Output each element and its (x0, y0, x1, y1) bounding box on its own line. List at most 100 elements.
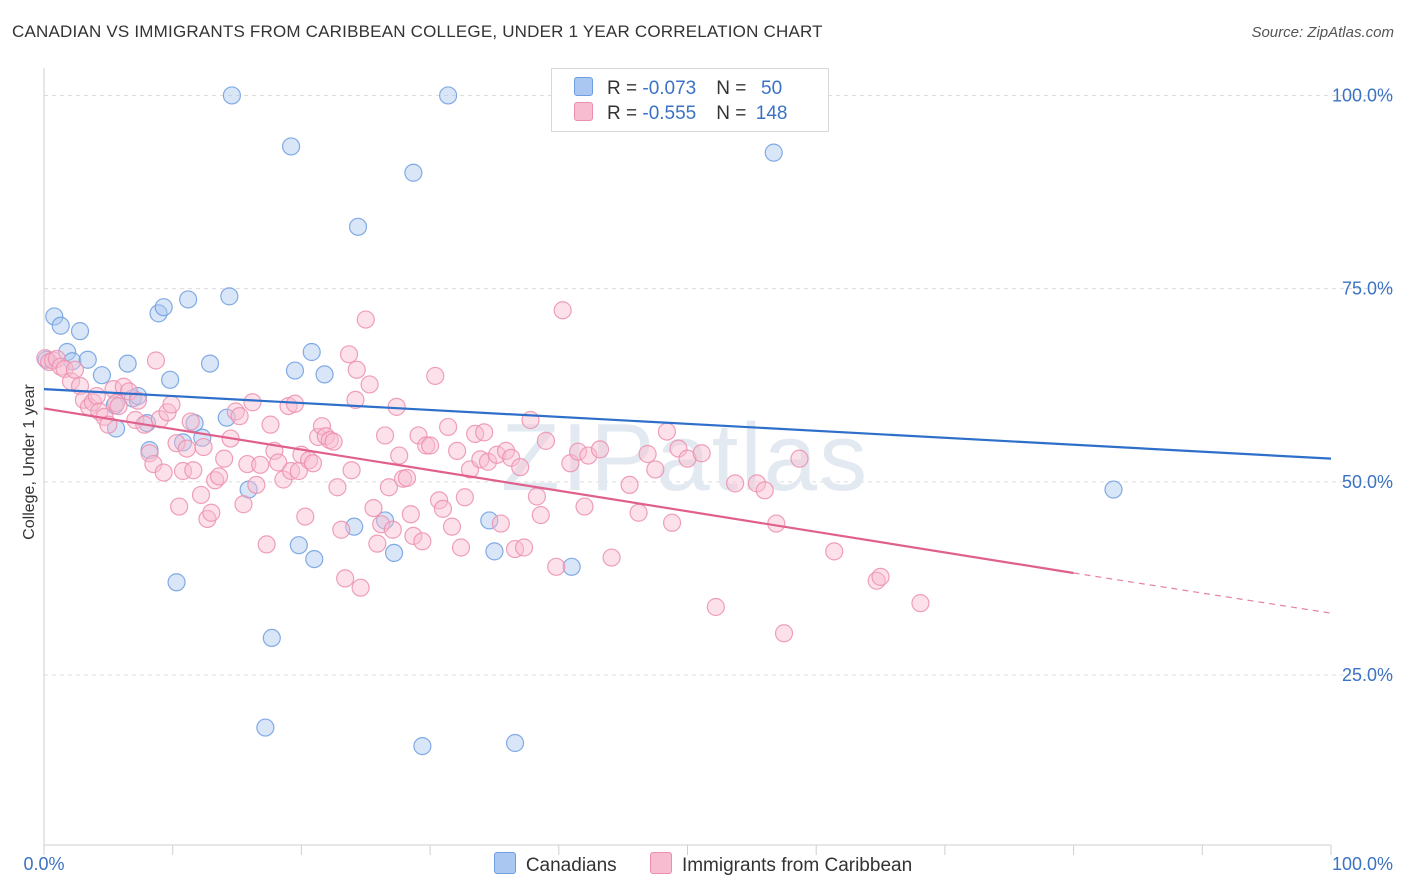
point-caribbean (790, 449, 809, 468)
point-caribbean (109, 396, 128, 416)
point-caribbean (351, 578, 370, 597)
point-canadians (161, 370, 180, 389)
grid-lines (44, 94, 1393, 676)
point-caribbean (269, 453, 288, 472)
point-caribbean (360, 375, 379, 394)
point-canadians (1104, 480, 1123, 499)
point-canadians (289, 536, 308, 555)
point-caribbean (368, 534, 387, 553)
point-caribbean (296, 507, 315, 526)
point-caribbean (466, 424, 485, 444)
point-caribbean (146, 351, 166, 370)
point-caribbean (336, 569, 355, 588)
point-caribbean (170, 497, 189, 516)
point-canadians (118, 354, 137, 373)
point-caribbean (177, 439, 196, 458)
legend-r-label: R = (607, 78, 643, 99)
point-caribbean (312, 417, 332, 436)
point-caribbean (364, 498, 383, 518)
point-caribbean (230, 407, 249, 426)
point-caribbean (491, 514, 510, 533)
point-canadians (305, 549, 324, 569)
point-caribbean (397, 468, 417, 488)
point-caribbean (347, 360, 366, 379)
point-caribbean (433, 499, 453, 518)
point-caribbean (215, 449, 234, 468)
point-canadians (220, 287, 239, 306)
trend-line-caribbean (43, 407, 1074, 575)
point-caribbean (505, 539, 525, 559)
point-canadians (78, 350, 97, 369)
point-caribbean (409, 426, 428, 445)
point-canadians (92, 366, 112, 385)
point-caribbean (339, 345, 359, 364)
point-canadians (505, 733, 525, 753)
point-caribbean (430, 491, 449, 510)
x-tick-label: 100.0% (1332, 854, 1393, 874)
y-tick-label: 50.0% (1342, 472, 1393, 492)
point-caribbean (342, 461, 361, 480)
point-caribbean (65, 360, 84, 379)
point-caribbean (167, 434, 186, 453)
point-canadians (384, 543, 404, 563)
point-caribbean (140, 444, 159, 463)
point-caribbean (417, 436, 436, 455)
point-canadians (167, 573, 186, 592)
point-caribbean (620, 475, 639, 495)
point-canadians (128, 386, 148, 406)
point-canadians (262, 628, 281, 648)
point-caribbean (238, 454, 257, 474)
point-caribbean (173, 461, 193, 481)
point-canadians (348, 217, 368, 236)
point-caribbean (379, 478, 399, 497)
trend-line-canadians (43, 387, 1332, 460)
legend-r-label: R = (607, 103, 643, 124)
series-legend: Canadians Immigrants from Caribbean (0, 852, 1406, 877)
point-caribbean (332, 520, 351, 539)
point-canadians (764, 143, 783, 162)
point-caribbean (324, 432, 343, 451)
point-canadians (480, 511, 499, 530)
legend-n-value: 148 (755, 103, 788, 124)
y-tick-label: 100.0% (1332, 85, 1393, 105)
point-caribbean (421, 436, 440, 455)
point-caribbean (579, 446, 598, 465)
point-caribbean (527, 487, 547, 506)
point-caribbean (755, 481, 774, 500)
point-caribbean (243, 393, 262, 412)
legend-item-canadians: Canadians (493, 852, 617, 877)
point-caribbean (569, 442, 588, 461)
legend-n-label: N = (716, 78, 752, 99)
point-caribbean (194, 437, 213, 457)
point-caribbean (346, 390, 365, 410)
point-caribbean (162, 395, 181, 414)
y-axis-title: College, Under 1 year (21, 384, 38, 540)
point-caribbean (638, 444, 657, 464)
point-caribbean (669, 439, 688, 458)
chart-title: CANADIAN VS IMMIGRANTS FROM CARIBBEAN CO… (12, 22, 823, 41)
point-caribbean (825, 542, 844, 561)
legend-n-label: N = (716, 103, 752, 124)
point-caribbean (247, 475, 266, 495)
point-caribbean (257, 535, 276, 554)
point-caribbean (390, 446, 409, 465)
point-caribbean (191, 485, 211, 505)
point-caribbean (911, 594, 930, 613)
point-canadians (562, 557, 581, 576)
point-caribbean (478, 452, 498, 471)
trend-extension-caribbean (1073, 572, 1332, 614)
point-canadians (302, 342, 321, 362)
point-caribbean (590, 440, 610, 459)
point-canadians (200, 354, 220, 373)
legend-r-value: -0.555 (642, 103, 697, 124)
point-caribbean (602, 548, 621, 567)
point-caribbean (413, 532, 432, 551)
point-caribbean (662, 513, 682, 532)
point-canadians (45, 307, 64, 326)
legend-swatch-canadians (574, 77, 593, 96)
point-canadians (179, 290, 198, 309)
watermark: ZIPatlas (501, 404, 869, 511)
point-canadians (222, 86, 242, 105)
point-canadians (51, 316, 70, 335)
